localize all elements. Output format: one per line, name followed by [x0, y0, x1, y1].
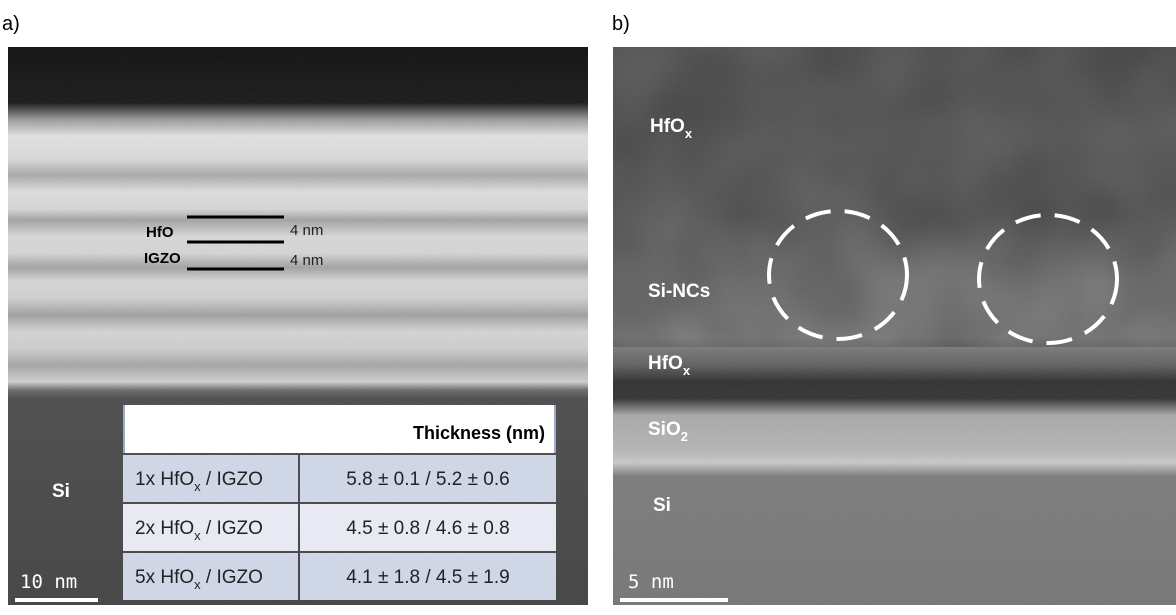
layer-label: IGZO — [144, 250, 181, 267]
thickness-label: 4 nm — [290, 222, 323, 239]
text: SiO — [648, 419, 681, 440]
thickness-label: 4 nm — [290, 252, 323, 269]
text: Si-NCs — [648, 281, 710, 302]
table-header-text: Thickness (nm) — [413, 423, 545, 443]
panel-label: b) — [612, 13, 630, 35]
panel-label: a) — [2, 13, 20, 35]
text: / IGZO — [201, 469, 263, 490]
table-cell-text: 4.1 ± 1.8 / 4.5 ± 1.9 — [346, 567, 509, 588]
subscript: x — [683, 363, 691, 378]
body: a) b) HfO IGZO 4 nm 4 nm Si 10 nm Thickn… — [0, 0, 1176, 615]
table-cell-text: 4.5 ± 0.8 / 4.6 ± 0.8 — [346, 518, 509, 539]
figure: a) b) HfO IGZO 4 nm 4 nm Si 10 nm Thickn… — [0, 0, 1176, 610]
text: / IGZO — [201, 567, 263, 588]
substrate-label: Si — [52, 481, 70, 502]
text: 5x HfO — [135, 567, 194, 588]
label: Si — [653, 495, 671, 516]
scale-bar-label: 5 nm — [628, 571, 674, 593]
text: Si — [653, 495, 671, 516]
label: Si-NCs — [648, 281, 710, 302]
text: HfO — [648, 353, 683, 374]
scale-bar — [15, 598, 98, 602]
table-cell-text: 5.8 ± 0.1 / 5.2 ± 0.6 — [346, 469, 509, 490]
text: / IGZO — [201, 518, 263, 539]
layer-label: HfO — [146, 224, 174, 241]
subscript: 2 — [681, 429, 688, 444]
texture — [613, 47, 1176, 605]
text: 1x HfO — [135, 469, 194, 490]
scale-bar — [620, 598, 728, 602]
subscript: x — [685, 126, 693, 141]
text: HfO — [650, 116, 685, 137]
scale-bar-label: 10 nm — [20, 571, 77, 593]
panel-a: HfO IGZO 4 nm 4 nm Si 10 nm Thickness (n… — [8, 47, 588, 605]
text: 2x HfO — [135, 518, 194, 539]
page: {"panel_a": {"label": "a)", "layer_label… — [0, 0, 1176, 615]
